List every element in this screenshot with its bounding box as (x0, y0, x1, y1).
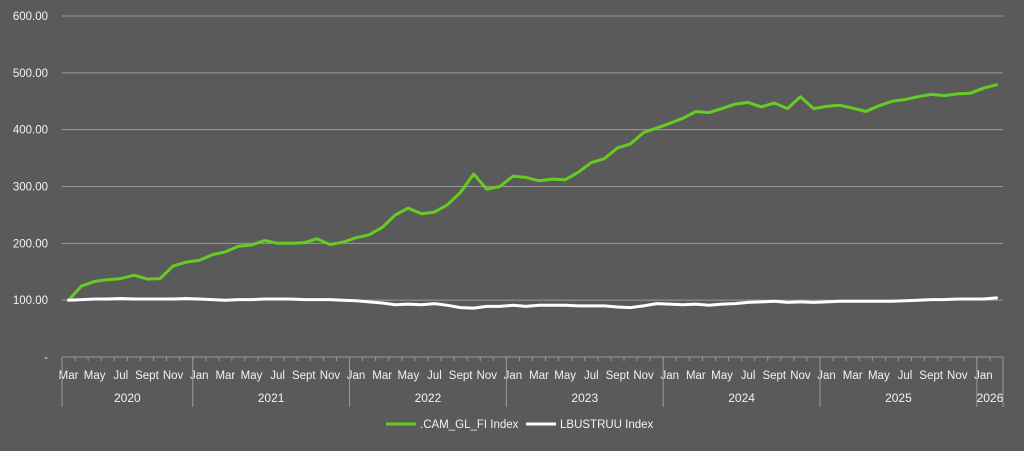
x-tick-label: Mar (843, 370, 863, 382)
x-tick-label: Jul (741, 370, 756, 382)
x-tick-label: Nov (947, 370, 968, 382)
series-layer (67, 83, 998, 310)
legend-label: .CAM_GL_FI Index (420, 419, 519, 431)
y-axis: - 100.00 200.00 300.00 400.00 500.00 600.00 (13, 11, 48, 364)
y-tick-label: 600.00 (13, 11, 48, 23)
x-tick-label: May (241, 370, 263, 382)
year-label: 2021 (258, 391, 285, 405)
y-tick-label: 200.00 (13, 238, 48, 250)
legend: .CAM_GL_FI Index LBUSTRUU Index (386, 419, 654, 431)
x-tick-label: Jan (817, 370, 836, 382)
legend-label: LBUSTRUU Index (560, 419, 654, 431)
series-line-1 (67, 296, 998, 310)
x-tick-label: Sept (919, 370, 943, 382)
x-tick-label: Jul (584, 370, 599, 382)
x-tick-label: Jan (347, 370, 366, 382)
x-tick-label: Sept (449, 370, 473, 382)
x-axis: Mar May Jul Sept Nov Jan Mar May Jul Sept Nov Jan Ma… (59, 356, 1004, 407)
year-label: 2024 (728, 391, 755, 405)
year-label: 2020 (114, 391, 141, 405)
x-tick-label: Jan (504, 370, 523, 382)
x-tick-label: May (868, 370, 890, 382)
x-tick-label: May (84, 370, 106, 382)
x-tick-label: Jan (190, 370, 209, 382)
x-tick-label: May (711, 370, 733, 382)
x-tick-label: Nov (163, 370, 184, 382)
x-tick-label: Jul (270, 370, 285, 382)
y-tick-label: 400.00 (13, 125, 48, 137)
x-tick-label: Jul (113, 370, 128, 382)
x-tick-label: Mar (372, 370, 392, 382)
x-tick-label: Sept (606, 370, 630, 382)
x-tick-label: Jan (974, 370, 993, 382)
x-tick-label: Mar (529, 370, 549, 382)
year-label: 2026 (977, 391, 1004, 405)
y-tick-label: 100.00 (13, 295, 48, 307)
x-tick-label: Nov (633, 370, 654, 382)
year-label: 2023 (571, 391, 598, 405)
x-tick-label: Mar (215, 370, 235, 382)
x-tick-label: May (397, 370, 419, 382)
x-tick-label: Nov (790, 370, 811, 382)
y-tick-label: 500.00 (13, 68, 48, 80)
x-tick-label: Mar (59, 370, 79, 382)
x-tick-label: Jan (660, 370, 679, 382)
x-tick-label: Sept (292, 370, 316, 382)
x-tick-label: Nov (320, 370, 341, 382)
year-label: 2025 (885, 391, 912, 405)
x-tick-label: Mar (686, 370, 706, 382)
x-tick-label: Sept (135, 370, 159, 382)
series-line-0 (67, 83, 998, 302)
x-tick-label: May (554, 370, 576, 382)
y-tick-label: 300.00 (13, 182, 48, 194)
x-tick-label: Jul (898, 370, 913, 382)
x-tick-label: Jul (427, 370, 442, 382)
y-tick-label: - (44, 352, 48, 364)
year-label: 2022 (415, 391, 442, 405)
x-tick-label: Sept (762, 370, 786, 382)
x-tick-label: Nov (477, 370, 498, 382)
